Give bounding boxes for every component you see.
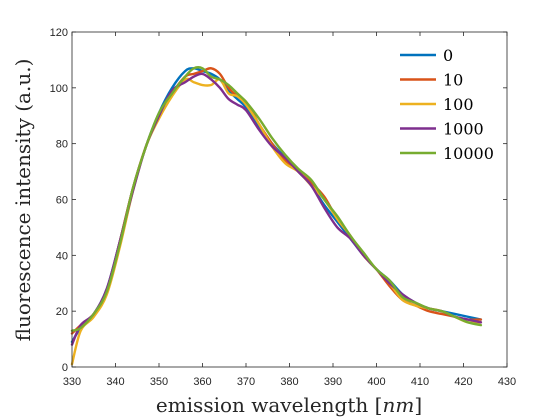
legend-label-10000: 10000 — [443, 144, 494, 163]
y-tick-label: 40 — [56, 250, 68, 262]
legend: 0 10 100 1000 10000 — [400, 46, 494, 163]
x-tick-label: 420 — [454, 376, 472, 388]
y-tick-label: 80 — [56, 139, 68, 151]
y-tick-label: 120 — [50, 27, 68, 39]
x-tick-label: 370 — [237, 376, 255, 388]
y-axis-title: fluorescence intensity (a.u.) — [11, 59, 35, 342]
x-axis-title: emission wavelength [nm] — [156, 393, 422, 417]
y-tick-label: 0 — [62, 362, 68, 374]
x-axis-bracket-close: ] — [414, 393, 422, 417]
x-tick-label: 380 — [280, 376, 298, 388]
x-tick-label: 390 — [324, 376, 342, 388]
series-layer — [70, 66, 483, 366]
axes-layer: 330 340 350 360 370 380 390 400 410 420 430 0 20 40 60… — [50, 27, 517, 388]
y-tick-label: 100 — [50, 83, 68, 95]
legend-label-1000: 1000 — [443, 120, 484, 139]
x-tick-label: 430 — [498, 376, 516, 388]
plot-background — [72, 32, 507, 367]
x-tick-label: 350 — [150, 376, 168, 388]
legend-label-100: 100 — [443, 95, 474, 114]
plot-area — [72, 32, 507, 367]
y-tick-label: 20 — [56, 306, 68, 318]
x-axis-bracket-open: [ — [375, 393, 383, 417]
x-tick-label: 410 — [411, 376, 429, 388]
x-tick-label: 330 — [63, 376, 81, 388]
x-tick-label: 400 — [367, 376, 385, 388]
x-axis-unit: nm — [382, 393, 414, 417]
x-tick-label: 360 — [193, 376, 211, 388]
x-tick-label: 340 — [106, 376, 124, 388]
series-line-10000 — [70, 66, 483, 332]
legend-label-10: 10 — [443, 71, 463, 90]
x-axis-title-text: emission wavelength — [156, 393, 375, 417]
legend-label-0: 0 — [443, 46, 453, 65]
y-tick-label: 60 — [56, 195, 68, 207]
